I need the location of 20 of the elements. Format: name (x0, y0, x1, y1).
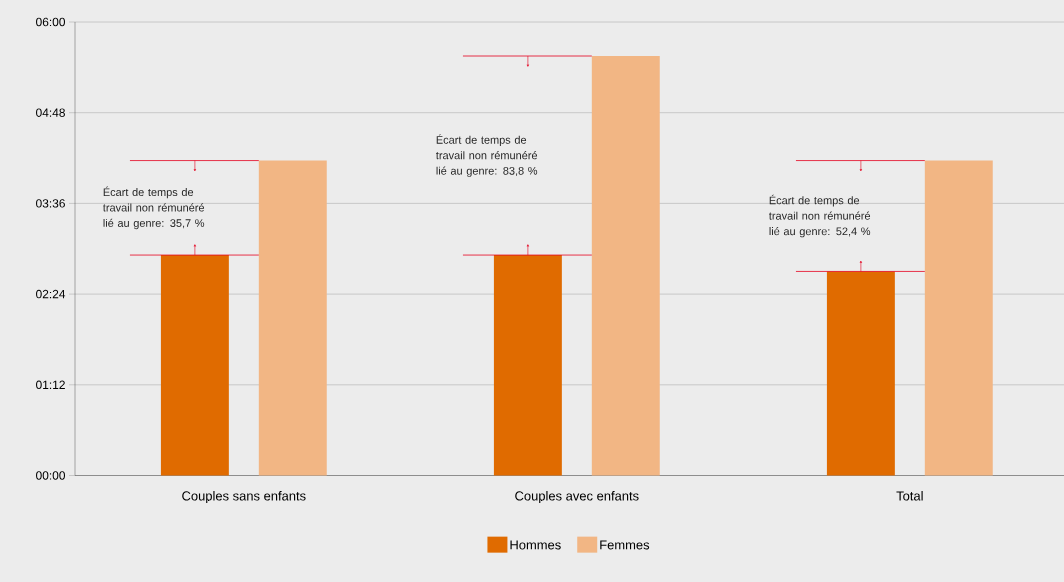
annotation: Écart de temps de travail non rémunéré lié au genre: 83,8 % (436, 134, 538, 177)
bar (258, 160, 327, 476)
y-tick-label: 01:12 (36, 380, 65, 390)
y-tick-label: 04:48 (36, 108, 65, 117)
x-tick-label: Couples avec enfants (515, 491, 639, 504)
annotation: Écart de temps de travail non rémunéré lié au genre: 35,7 % (103, 186, 205, 230)
x-tick-label: Couples sans enfants (182, 491, 306, 504)
y-tick-label: 03:36 (36, 199, 65, 208)
x-tick-label: Total (896, 491, 923, 501)
y-tick-label: 02:24 (36, 289, 66, 299)
y-tick-label: 00:00 (36, 471, 66, 480)
bar (493, 255, 562, 476)
legend-label: Femmes (600, 540, 650, 550)
bar (924, 160, 993, 476)
bar (591, 56, 660, 476)
y-tick-label: 06:00 (36, 17, 66, 27)
bar (160, 255, 229, 476)
annotation: Écart de temps de travail non rémunéré lié au genre: 52,4 % (769, 194, 871, 238)
bar (826, 271, 895, 476)
legend-label: Hommes (510, 540, 561, 550)
